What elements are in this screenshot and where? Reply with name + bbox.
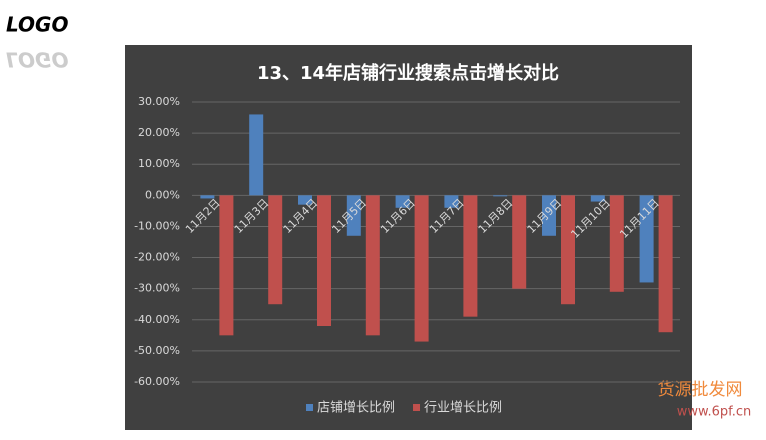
bar (493, 195, 508, 197)
bar (298, 195, 312, 205)
bar (561, 195, 575, 305)
bar (463, 195, 478, 317)
y-tick-label: -60.00% (134, 375, 180, 388)
bar (444, 195, 459, 208)
legend-label: 行业增长比例 (424, 401, 502, 416)
y-tick-label: -40.00% (134, 313, 180, 326)
bar (590, 195, 605, 202)
bar (414, 195, 429, 342)
bar (219, 195, 234, 336)
bar (639, 195, 654, 283)
bar (395, 195, 410, 208)
bar (365, 195, 380, 336)
logo-reflection: LOGO (6, 48, 68, 72)
legend-swatch (306, 404, 313, 411)
y-tick-label: -10.00% (134, 219, 180, 232)
bar (542, 195, 556, 236)
bar (268, 195, 283, 305)
legend-swatch (413, 404, 421, 411)
y-tick-label: 0.00% (145, 188, 180, 201)
bar (200, 195, 215, 199)
y-tick-label: 20.00% (138, 126, 180, 139)
bar (512, 195, 527, 289)
bar (609, 195, 624, 292)
bar (658, 195, 673, 333)
bar (317, 195, 331, 326)
y-tick-label: 30.00% (138, 95, 180, 108)
y-tick-label: -20.00% (134, 251, 180, 264)
watermark-url: www.6pf.cn (677, 405, 752, 420)
watermark-name: 货源批发网 (658, 380, 743, 400)
y-tick-label: 10.00% (138, 157, 180, 170)
bar (249, 114, 264, 196)
y-tick-label: -30.00% (134, 282, 180, 295)
logo: LOGO (6, 13, 68, 37)
y-tick-label: -50.00% (134, 344, 180, 357)
chart-title: 13、14年店铺行业搜索点击增长对比 (257, 62, 559, 84)
chart-area (125, 45, 692, 430)
legend-label: 店铺增长比例 (317, 401, 395, 416)
bar (346, 195, 361, 236)
